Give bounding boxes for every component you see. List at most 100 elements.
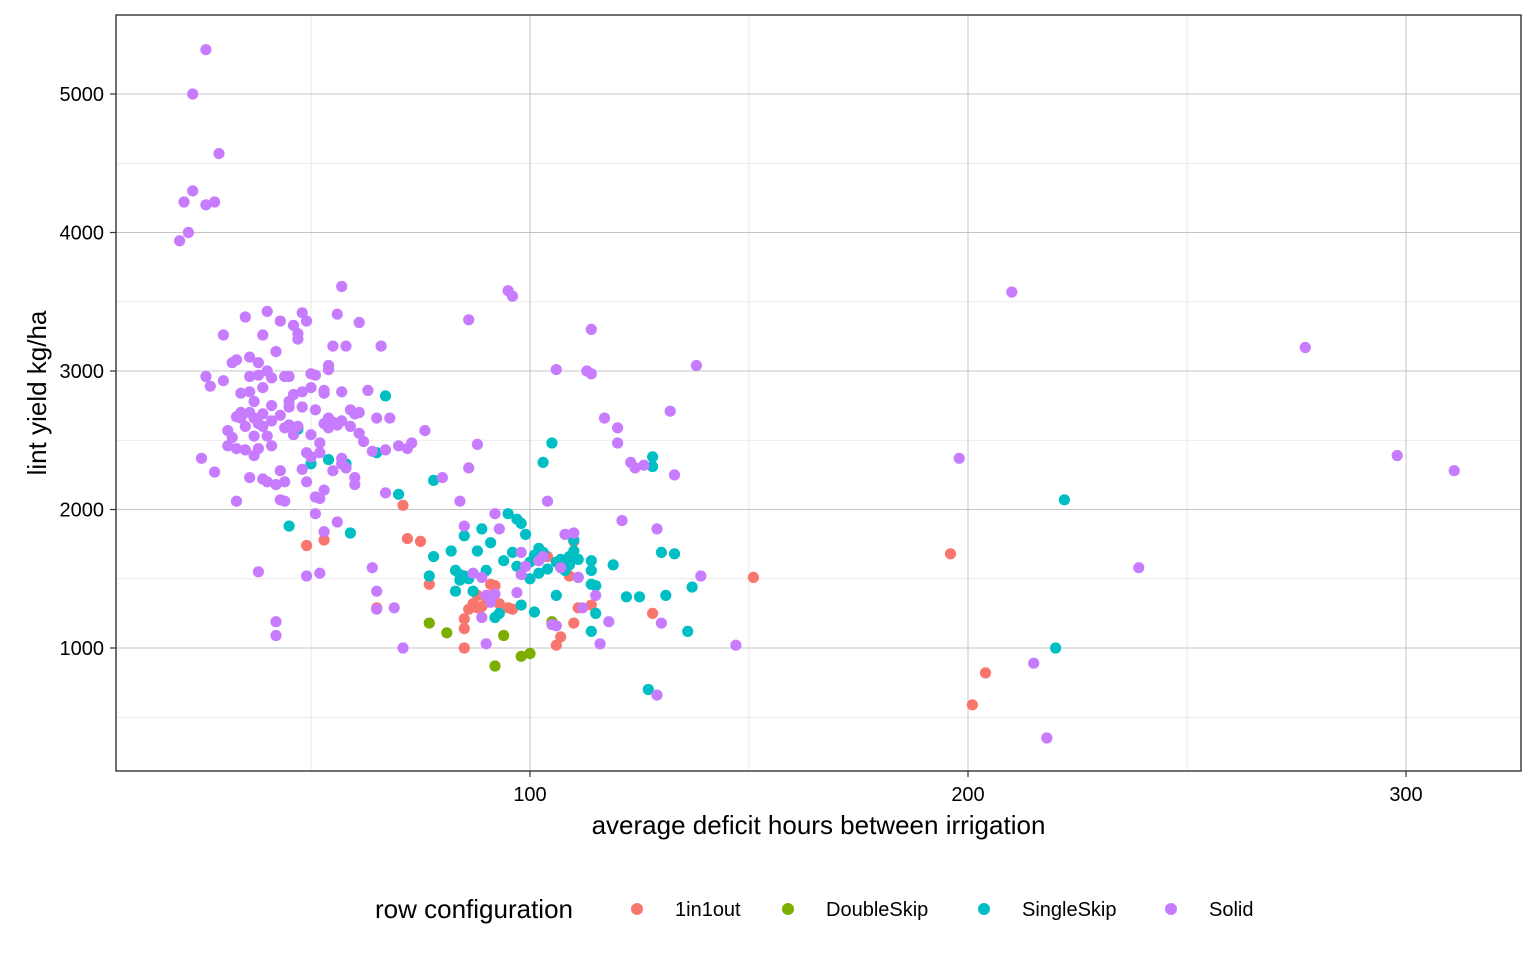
data-point xyxy=(257,382,269,394)
y-tick-label: 4000 xyxy=(60,223,105,245)
data-point xyxy=(322,454,335,466)
data-point xyxy=(239,420,251,432)
data-point xyxy=(747,571,760,584)
data-point xyxy=(301,539,313,552)
data-point xyxy=(266,440,278,452)
data-point xyxy=(502,508,514,520)
y-tick-label: 5000 xyxy=(60,84,105,106)
data-point xyxy=(428,474,440,486)
data-point xyxy=(187,185,199,197)
data-point xyxy=(647,461,659,473)
legend-label: DoubleSkip xyxy=(826,899,928,921)
data-point xyxy=(252,369,264,381)
data-point xyxy=(572,571,584,584)
y-axis-ticks: 1000 2000 3000 4000 5000 xyxy=(60,84,116,660)
data-point xyxy=(515,546,527,559)
plot-panel-border xyxy=(115,14,1522,772)
data-point xyxy=(301,476,313,488)
data-point xyxy=(379,444,392,456)
data-point xyxy=(515,569,527,581)
data-point xyxy=(550,620,562,632)
data-point xyxy=(244,351,256,363)
data-point xyxy=(506,290,519,302)
data-point xyxy=(331,516,343,528)
data-point xyxy=(655,617,668,629)
data-point xyxy=(524,573,536,585)
data-point xyxy=(1041,732,1053,744)
data-point xyxy=(230,354,243,366)
data-point xyxy=(612,437,624,449)
legend-key xyxy=(978,903,990,915)
legend-item-singleskip: SingleSkip xyxy=(978,899,1117,921)
data-point xyxy=(336,415,348,427)
data-point xyxy=(266,415,278,427)
data-point xyxy=(620,591,633,603)
legend-title: row configuration xyxy=(375,894,573,924)
legend-item-1in1out: 1in1out xyxy=(631,899,741,921)
data-point xyxy=(287,319,300,331)
legend-item-doubleskip: DoubleSkip xyxy=(782,899,928,921)
data-point xyxy=(274,409,286,421)
data-point xyxy=(506,603,519,615)
data-point xyxy=(463,462,475,474)
data-point xyxy=(393,440,405,452)
data-point xyxy=(489,588,501,600)
data-point xyxy=(371,585,383,597)
data-point xyxy=(309,508,321,520)
data-point xyxy=(371,603,383,615)
data-point xyxy=(471,438,483,450)
data-point xyxy=(283,419,295,431)
data-point xyxy=(318,387,330,399)
data-point xyxy=(244,386,256,398)
data-point xyxy=(261,305,273,317)
data-point xyxy=(541,563,554,575)
data-point xyxy=(423,617,435,629)
data-point xyxy=(252,357,264,369)
data-point xyxy=(401,533,413,545)
data-point xyxy=(493,523,505,535)
data-point xyxy=(336,386,348,398)
data-point xyxy=(305,451,317,463)
data-point xyxy=(511,560,523,572)
data-point xyxy=(252,443,264,455)
legend-key xyxy=(631,903,643,915)
data-point xyxy=(318,484,330,496)
data-point xyxy=(384,412,396,424)
x-tick-label: 300 xyxy=(1389,784,1422,806)
data-point xyxy=(590,607,602,620)
data-point xyxy=(261,476,273,488)
data-point xyxy=(953,452,965,464)
data-point xyxy=(279,476,291,488)
data-point xyxy=(660,589,672,602)
data-point xyxy=(305,429,317,441)
data-point xyxy=(485,596,497,608)
y-tick-label: 2000 xyxy=(60,500,105,522)
data-point xyxy=(344,527,356,539)
data-point xyxy=(274,465,286,477)
data-point xyxy=(244,472,256,484)
data-point xyxy=(358,436,370,448)
data-point xyxy=(349,479,361,491)
data-point xyxy=(217,329,229,341)
data-point xyxy=(695,570,707,582)
data-point xyxy=(366,445,378,457)
data-point xyxy=(331,308,343,320)
data-point xyxy=(520,528,532,541)
data-point xyxy=(379,487,392,499)
data-point xyxy=(195,452,208,464)
data-point xyxy=(480,638,492,650)
data-point xyxy=(239,444,251,456)
data-point xyxy=(436,472,448,484)
legend: row configuration 1in1out DoubleSkip Singl… xyxy=(375,894,1253,924)
data-point xyxy=(638,459,650,471)
data-point xyxy=(1299,341,1311,354)
data-point xyxy=(419,425,431,437)
data-point xyxy=(664,405,676,417)
data-point xyxy=(235,412,247,424)
data-point xyxy=(388,602,400,614)
data-point xyxy=(200,370,212,383)
data-point xyxy=(314,492,326,504)
data-point xyxy=(353,427,365,439)
data-point xyxy=(441,627,453,639)
